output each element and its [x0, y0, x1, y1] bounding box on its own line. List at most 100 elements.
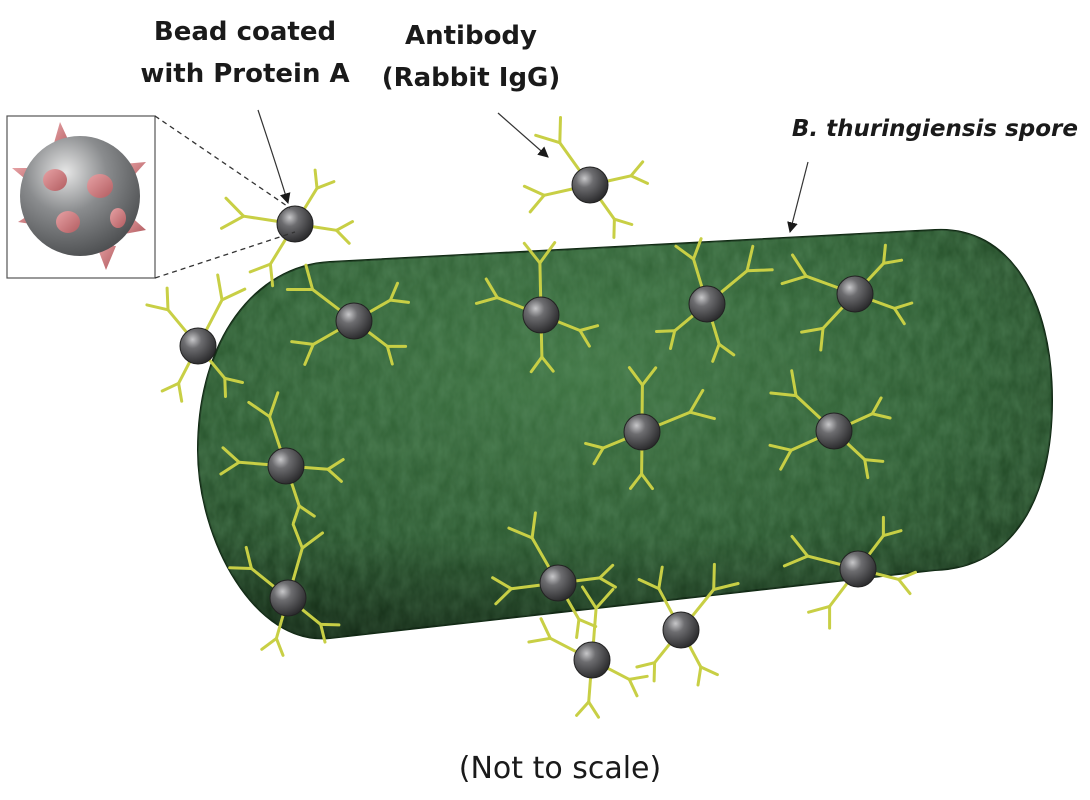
antibody-icon: [248, 236, 289, 288]
antibody-icon: [491, 576, 544, 606]
bead-cluster: [474, 241, 600, 374]
antibody-icon: [689, 562, 740, 620]
antibody-icon: [655, 388, 716, 428]
antibody-icon: [160, 358, 193, 403]
antibody-icon: [289, 479, 316, 525]
antibody-label-line1: Antibody: [405, 21, 537, 51]
antibody-icon: [298, 606, 341, 644]
antibody-label-line2: (Rabbit IgG): [382, 63, 561, 93]
antibody-icon: [782, 534, 844, 568]
antibody-icon: [629, 446, 654, 491]
antibody-icon: [597, 196, 634, 239]
antibody-icon: [564, 595, 598, 639]
spore-label: B. thuringiensis spore: [792, 116, 1078, 142]
antibody-icon: [285, 263, 343, 313]
antibody-bead-clusters: [145, 116, 917, 719]
antibody-icon: [584, 436, 629, 466]
antibody-icon: [474, 277, 528, 311]
antibody-icon: [220, 196, 281, 230]
antibody-icon: [847, 396, 892, 426]
antibody-icon: [687, 642, 719, 687]
bead-cluster: [635, 562, 740, 687]
bead-icon: [839, 550, 877, 588]
bead-icon: [623, 413, 661, 451]
bead-icon: [662, 611, 700, 649]
antibody-icon: [522, 184, 576, 214]
bead-icon: [269, 579, 307, 617]
antibody-icon: [260, 611, 286, 657]
bead-icon: [267, 447, 305, 485]
antibody-icon: [627, 366, 658, 418]
antibody-icon: [309, 220, 354, 245]
antibody-icon: [655, 312, 697, 350]
antibody-icon: [674, 237, 704, 291]
bead-cluster: [145, 273, 247, 403]
bead-cluster: [527, 585, 649, 719]
not-to-scale-note: (Not to scale): [459, 751, 661, 786]
bead-icon: [335, 302, 373, 340]
leader-arrows: [257, 109, 809, 234]
antibody-icon: [228, 545, 278, 590]
bead-cluster: [491, 511, 617, 639]
antibody-icon: [807, 580, 850, 630]
antibody-icon: [365, 329, 408, 366]
bead-cluster: [780, 243, 914, 352]
antibody-icon: [290, 523, 324, 585]
bead-icon: [522, 296, 560, 334]
bead-cluster: [655, 237, 774, 363]
antibody-icon: [575, 674, 600, 719]
antibody-icon: [206, 356, 244, 398]
antibody-icon: [300, 458, 345, 483]
antibody-icon: [534, 116, 583, 174]
bead-icon: [571, 166, 609, 204]
antibody-icon: [768, 436, 821, 471]
bead-cluster: [219, 391, 345, 525]
antibody-icon: [872, 570, 917, 596]
bead-icon: [815, 412, 853, 450]
antibody-icon: [635, 640, 673, 683]
bead-cluster: [584, 366, 716, 491]
antibody-icon: [219, 446, 272, 476]
antibody-icon: [604, 160, 649, 185]
antibody-icon: [800, 304, 846, 352]
bead-icon: [539, 564, 577, 602]
antibody-icon: [522, 241, 557, 301]
bead-cluster: [220, 168, 354, 288]
antibody-icon: [247, 391, 283, 453]
antibody-icon: [366, 281, 410, 315]
antibody-icon: [507, 511, 552, 571]
antibody-icon: [527, 617, 580, 655]
bead-icon: [688, 285, 726, 323]
antibody-icon: [145, 286, 190, 336]
antibody-icon: [203, 273, 247, 334]
bead-cluster: [522, 116, 649, 239]
protein-a-bead-icon: [12, 122, 146, 270]
antibody-icon: [780, 253, 842, 290]
bead-cluster: [228, 523, 341, 657]
antibody-icon: [290, 327, 342, 366]
bead-cluster: [768, 369, 892, 480]
antibody-icon: [554, 319, 600, 348]
antibody-icon: [572, 563, 617, 589]
antibody-icon: [769, 369, 824, 422]
antibody-icon: [866, 515, 903, 558]
antibody-icon: [604, 665, 649, 698]
antibody-icon: [637, 565, 675, 618]
bead-icon: [179, 327, 217, 365]
bead-label-line1: Bead coated: [154, 17, 336, 47]
bead-cluster: [285, 263, 410, 366]
antibody-icon: [581, 585, 615, 646]
antibody-icon: [301, 168, 336, 212]
bead-icon: [836, 275, 874, 313]
bead-inset: [6, 115, 296, 279]
antibody-icon: [717, 244, 774, 296]
bead-cluster: [782, 515, 917, 630]
antibody-icon: [529, 329, 555, 374]
antibody-icon: [844, 440, 885, 480]
antibody-icon: [868, 298, 914, 326]
bead-icon: [276, 205, 314, 243]
bead-icon: [573, 641, 611, 679]
antibody-icon: [864, 243, 904, 284]
antibody-icon: [710, 317, 736, 363]
